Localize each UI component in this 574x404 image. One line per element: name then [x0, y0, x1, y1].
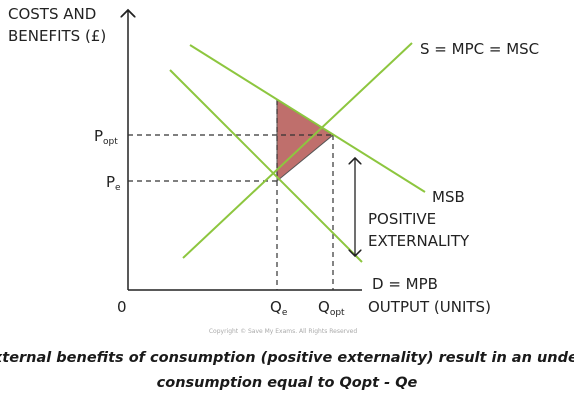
origin: 0 [117, 298, 127, 316]
x-axis-label: OUTPUT (UNITS) [368, 298, 491, 316]
welfare-loss [276, 99, 334, 183]
label-main: P [94, 127, 103, 145]
annotation: EXTERNALITY [368, 232, 470, 250]
copyright: Copyright © Save My Exams. All Rights Re… [209, 328, 358, 335]
label-sub: e [282, 308, 288, 318]
label-main: P [106, 173, 115, 191]
label-main: Q [270, 298, 282, 316]
caption: consumption equal to Qopt - Qe [157, 375, 418, 391]
label-main: Q [318, 298, 330, 316]
y-axis-label: COSTS AND [8, 5, 96, 23]
label-sub: opt [330, 308, 345, 318]
quantity-label: Qe [270, 298, 288, 318]
msb-line [189, 44, 426, 193]
line-label: D = MPB [372, 275, 438, 293]
label-sub: opt [103, 137, 118, 147]
line-label: MSB [432, 188, 465, 206]
annotation: POSITIVE [368, 210, 436, 228]
supply-line [182, 42, 413, 259]
quantity-label: Qopt [318, 298, 345, 318]
caption: External benefits of consumption (positi… [0, 350, 574, 366]
price-label: Pe [106, 173, 121, 193]
line-label: S = MPC = MSC [420, 40, 539, 58]
label-sub: e [115, 183, 121, 193]
price-label: Popt [94, 127, 118, 147]
y-axis-label: BENEFITS (£) [8, 27, 106, 45]
demand-line [169, 69, 363, 263]
